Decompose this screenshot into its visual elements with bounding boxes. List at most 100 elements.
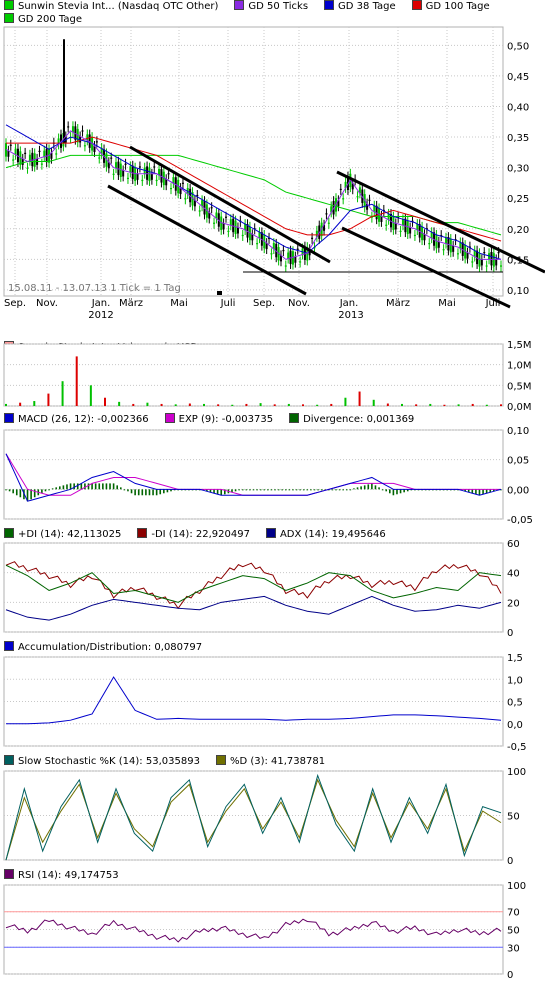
x-tick-label: Sep. [253,298,275,309]
divergence-bar [331,489,334,491]
price-candle [115,162,117,169]
divergence-bar [213,489,215,494]
x-tick-label: Nov. [36,298,58,309]
divergence-bar [69,483,72,490]
volume-bar [188,403,191,406]
legend-label: RSI (14): 49,174753 [18,870,119,881]
divergence-bar [137,489,140,496]
rsi-legend-item: RSI (14): 49,174753 [4,869,119,882]
price-candle [490,251,493,266]
price-candle [124,163,127,165]
dmi-legend: +DI (14): 42,113025 -DI (14): 22,920497 AD… [4,528,402,541]
price-candle [158,168,161,176]
price-legend-item: GD 50 Ticks [234,0,308,13]
divergence-bar [51,488,54,490]
y-tick-label: 60 [507,539,520,550]
divergence-bar [392,489,395,496]
macd-legend-item: EXP (9): -0,003735 [164,413,273,426]
volume-bar [33,401,36,406]
price-candle [141,179,144,182]
price-candle [225,216,227,218]
ad-panel: 1,5 1,0 0,5 0,0 -0,5 [3,653,527,753]
divergence-bar [467,489,470,493]
legend-swatch [411,0,422,10]
rsi-legend: RSI (14): 49,174753 [4,869,135,882]
price-candle [148,167,151,182]
price-candle [160,169,163,183]
legend-swatch [4,755,14,765]
divergence-bar [220,489,223,496]
price-candle [375,205,378,220]
price-candle [174,177,177,191]
legend-label: Accumulation/Distribution: 0,080797 [18,642,203,653]
price-candle [485,265,488,267]
price-candle [399,230,402,233]
divergence-bar [471,489,474,494]
divergence-bar [30,489,32,500]
volume-bar [259,403,262,406]
volume-bar [415,404,418,406]
price-candle [150,173,153,180]
price-candle [236,227,239,234]
divergence-bar [367,484,370,490]
macd-legend: MACD (26, 12): -0,002366 EXP (9): -0,0037… [4,413,430,426]
divergence-bar [353,488,355,490]
price-candle [244,223,247,231]
divergence-bar [155,489,158,496]
price-candle [131,165,134,180]
legend-swatch [324,0,335,10]
dmi-legend-item: ADX (14): 19,495646 [265,528,386,541]
price-candle [437,241,440,248]
price-candle [198,210,201,212]
price-candle [33,153,36,167]
price-candle [55,153,58,155]
divergence-bar [241,489,244,491]
price-candle [344,181,347,188]
legend-swatch [4,869,14,879]
divergence-bar [44,489,47,492]
price-candle [98,157,101,159]
panel-frame [3,26,504,297]
divergence-bar [259,489,262,491]
divergence-bar [313,489,316,491]
divergence-bar [152,489,154,496]
price-candle [110,157,113,159]
price-candle [411,220,414,222]
volume-bar [19,402,22,406]
price-legend-item: GD 200 Tage [4,13,82,26]
ad-line [6,676,502,725]
y-tick-label: 70 [507,908,520,919]
divergence-bar [73,483,75,490]
divergence-bar [274,489,276,491]
divergence-bar [396,489,398,495]
price-candle [260,232,263,246]
price-candle [95,141,98,143]
divergence-bar [163,489,165,494]
price-candle [382,209,385,212]
y-tick-label: 1,0M [507,361,532,372]
y-tick-label: 0,15 [507,255,529,266]
divergence-bar [59,486,61,490]
divergence-bar [493,489,495,492]
y-tick-label: 20 [507,598,520,609]
divergence-bar [159,489,162,495]
divergence-bar [295,489,298,491]
divergence-bar [306,489,309,491]
price-candle [71,126,74,133]
price-candle [229,219,232,226]
price-candle [284,265,287,267]
legend-swatch [4,13,14,23]
price-candle [473,250,476,257]
price-candle [478,253,481,267]
divergence-bar [130,489,133,494]
legend-swatch [137,528,148,538]
dmi-panel: 60 40 20 0 [3,539,520,639]
divergence-bar [206,489,208,492]
volume-bar [5,403,7,406]
divergence-bar [349,489,352,491]
legend-swatch [4,0,14,10]
price-candle [456,253,459,255]
scroll-marker [217,291,222,295]
price-candle [43,150,46,157]
price-candle [208,212,211,219]
